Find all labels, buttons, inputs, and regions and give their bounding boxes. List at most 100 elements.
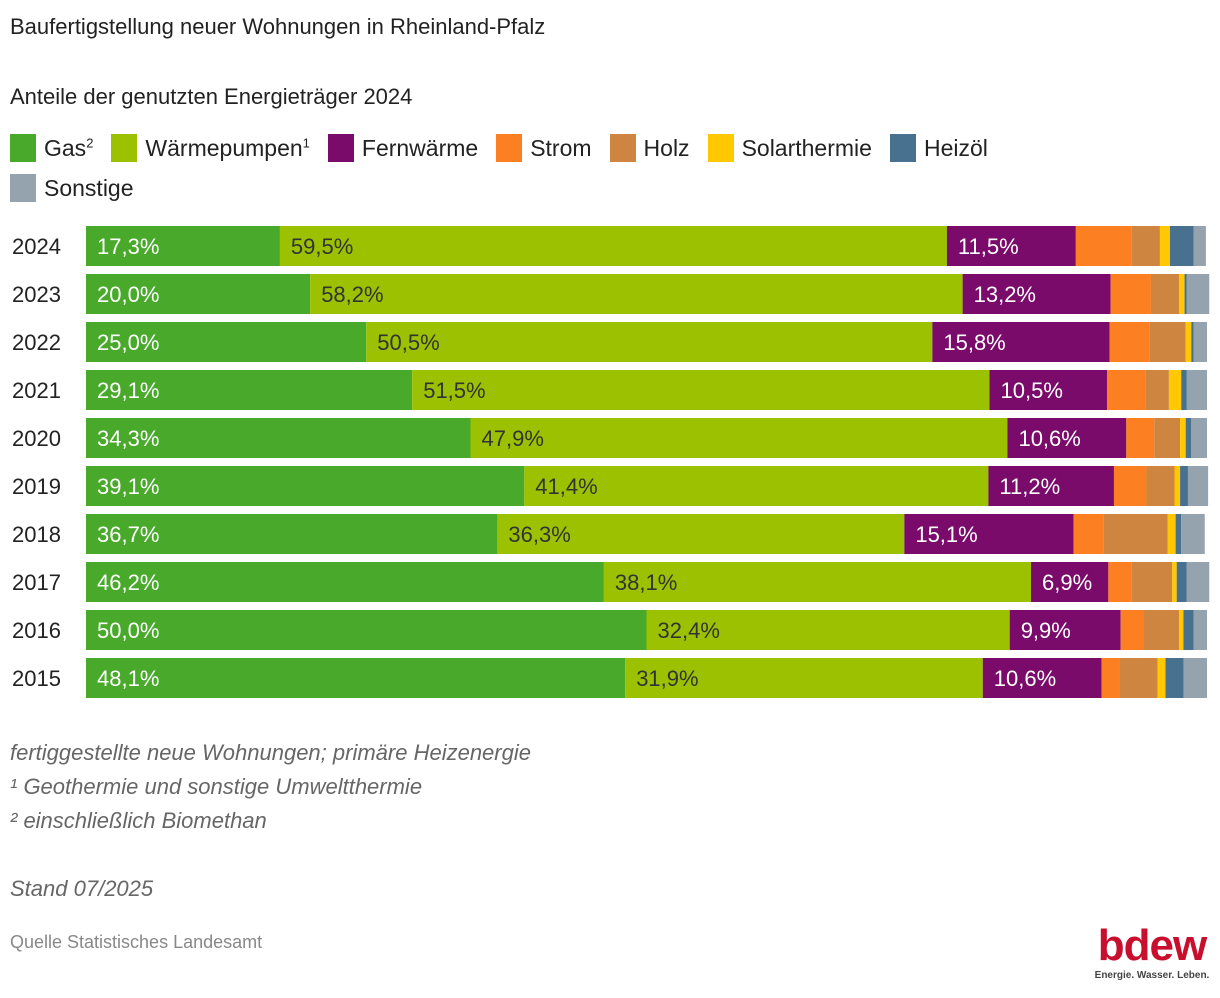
stand-date: Stand 07/2025 [10,876,154,901]
bar-row-2022: 2022 25,0% 50,5% 15,8% [12,322,1207,362]
bar-segment-solarthermie [1172,562,1177,602]
bar-segment-wärmepumpen [366,322,933,362]
bar-segment-strom [1075,226,1132,266]
bar-segment-heizöl [1175,514,1182,554]
legend-swatch [707,134,734,162]
legend-item-gas: Gas2 [10,134,93,162]
bar-segment-strom [1110,274,1151,314]
data-label: 11,5% [958,234,1019,259]
legend-label: Holz [643,134,690,161]
bar-segment-holz [1154,418,1181,458]
data-label: 6,9% [1042,570,1092,595]
data-label: 11,2% [999,474,1060,499]
bar-segment-holz [1145,370,1169,410]
bar-segment-strom [1109,322,1150,362]
bar-segment-heizöl [1191,322,1194,362]
data-label: 34,3% [97,426,159,451]
stacked-bar-chart: 2024 17,3% 59,5% 11,5%2023 20,0% 58,2% 13,2%20… [12,226,1210,698]
bar-segment-solarthermie [1178,274,1185,314]
bar-segment-wärmepumpen [470,418,1008,458]
bar-segment-fernwärme [962,274,1111,314]
bar-segment-sonstige [1186,562,1210,602]
footnote-1: ¹ Geothermie und sonstige Umweltthermie [10,774,423,799]
bar-segment-heizöl [1170,226,1194,266]
bar-segment-fernwärme [1031,562,1109,602]
bdew-logo: bdew Energie. Wasser. Leben. [1092,921,1212,982]
year-label: 2018 [12,522,61,547]
data-label: 46,2% [97,570,159,595]
bar-segment-gas [86,322,367,362]
bar-segment-solarthermie [1167,514,1176,554]
legend-swatch [889,134,916,162]
legend-swatch [327,134,354,162]
bar-segment-solarthermie [1174,466,1181,506]
data-label: 10,6% [1018,426,1080,451]
bar-segment-heizöl [1176,562,1187,602]
year-label: 2020 [12,426,61,451]
bar-row-2024: 2024 17,3% 59,5% 11,5% [12,226,1206,266]
bar-segment-holz [1149,322,1186,362]
bar-segment-heizöl [1180,466,1188,506]
bar-segment-fernwärme [904,514,1074,554]
bar-segment-strom [1107,370,1146,410]
legend-item-fernwärme: Fernwärme [327,134,478,162]
bar-segment-gas [86,370,413,410]
data-label: 29,1% [97,378,159,403]
legend-label: Heizöl [923,134,988,161]
bar-segment-strom [1120,610,1144,650]
bar-segment-holz [1143,610,1179,650]
year-label: 2021 [12,378,61,403]
bar-segment-sonstige [1193,226,1206,266]
legend-swatch [10,134,36,162]
bar-segment-solarthermie [1159,226,1171,266]
legend-swatch [609,134,636,162]
bar-segment-strom [1101,658,1120,698]
bar-segment-gas [86,226,280,266]
bar-segment-solarthermie [1168,370,1182,410]
logo-wordmark: bdew [1097,921,1207,970]
bar-row-2016: 2016 50,0% 32,4% 9,9% [12,610,1207,650]
bar-segment-solarthermie [1178,610,1184,650]
data-label: 39,1% [97,474,159,499]
legend: Gas2 Wärmepumpen1 Fernwärme Strom Holz Solart… [10,134,1210,202]
legend-label: Sonstige [44,174,134,201]
chart-title: Baufertigstellung neuer Wohnungen in Rhe… [10,14,546,39]
bar-segment-wärmepumpen [646,610,1010,650]
year-label: 2015 [12,666,61,691]
data-label: 48,1% [97,666,159,691]
bar-segment-wärmepumpen [279,226,947,266]
bar-segment-strom [1113,466,1147,506]
year-label: 2017 [12,570,61,595]
year-label: 2016 [12,618,61,643]
legend-label: Strom [530,134,592,161]
data-label: 36,7% [97,522,159,547]
data-label: 13,2% [974,282,1036,307]
bar-segment-sonstige [1186,370,1207,410]
data-label: 47,9% [482,426,544,451]
bar-row-2020: 2020 34,3% 47,9% 10,6% [12,418,1207,458]
legend-item-strom: Strom [496,134,592,162]
legend-swatch [496,134,523,162]
bar-segment-holz [1146,466,1175,506]
legend-label: Solarthermie [741,134,872,161]
legend-label: Gas2 [44,134,94,161]
bar-segment-wärmepumpen [497,514,905,554]
bar-segment-heizöl [1165,658,1184,698]
bar-segment-wärmepumpen [524,466,989,506]
bar-segment-solarthermie [1157,658,1166,698]
bar-row-2019: 2019 39,1% 41,4% 11,2% [12,466,1209,506]
year-label: 2019 [12,474,61,499]
data-label: 17,3% [97,234,159,259]
bar-segment-sonstige [1181,514,1205,554]
data-label: 50,0% [97,618,159,643]
legend-item-heizöl: Heizöl [889,134,988,162]
legend-item-sonstige: Sonstige [10,174,134,202]
data-label: 9,9% [1021,618,1071,643]
bar-segment-gas [86,610,647,650]
data-label: 36,3% [508,522,570,547]
bar-segment-sonstige [1187,466,1209,506]
bar-segment-solarthermie [1185,322,1192,362]
source-text: Quelle Statistisches Landesamt [10,932,263,952]
bar-segment-fernwärme [988,466,1114,506]
bar-segment-wärmepumpen [310,274,963,314]
